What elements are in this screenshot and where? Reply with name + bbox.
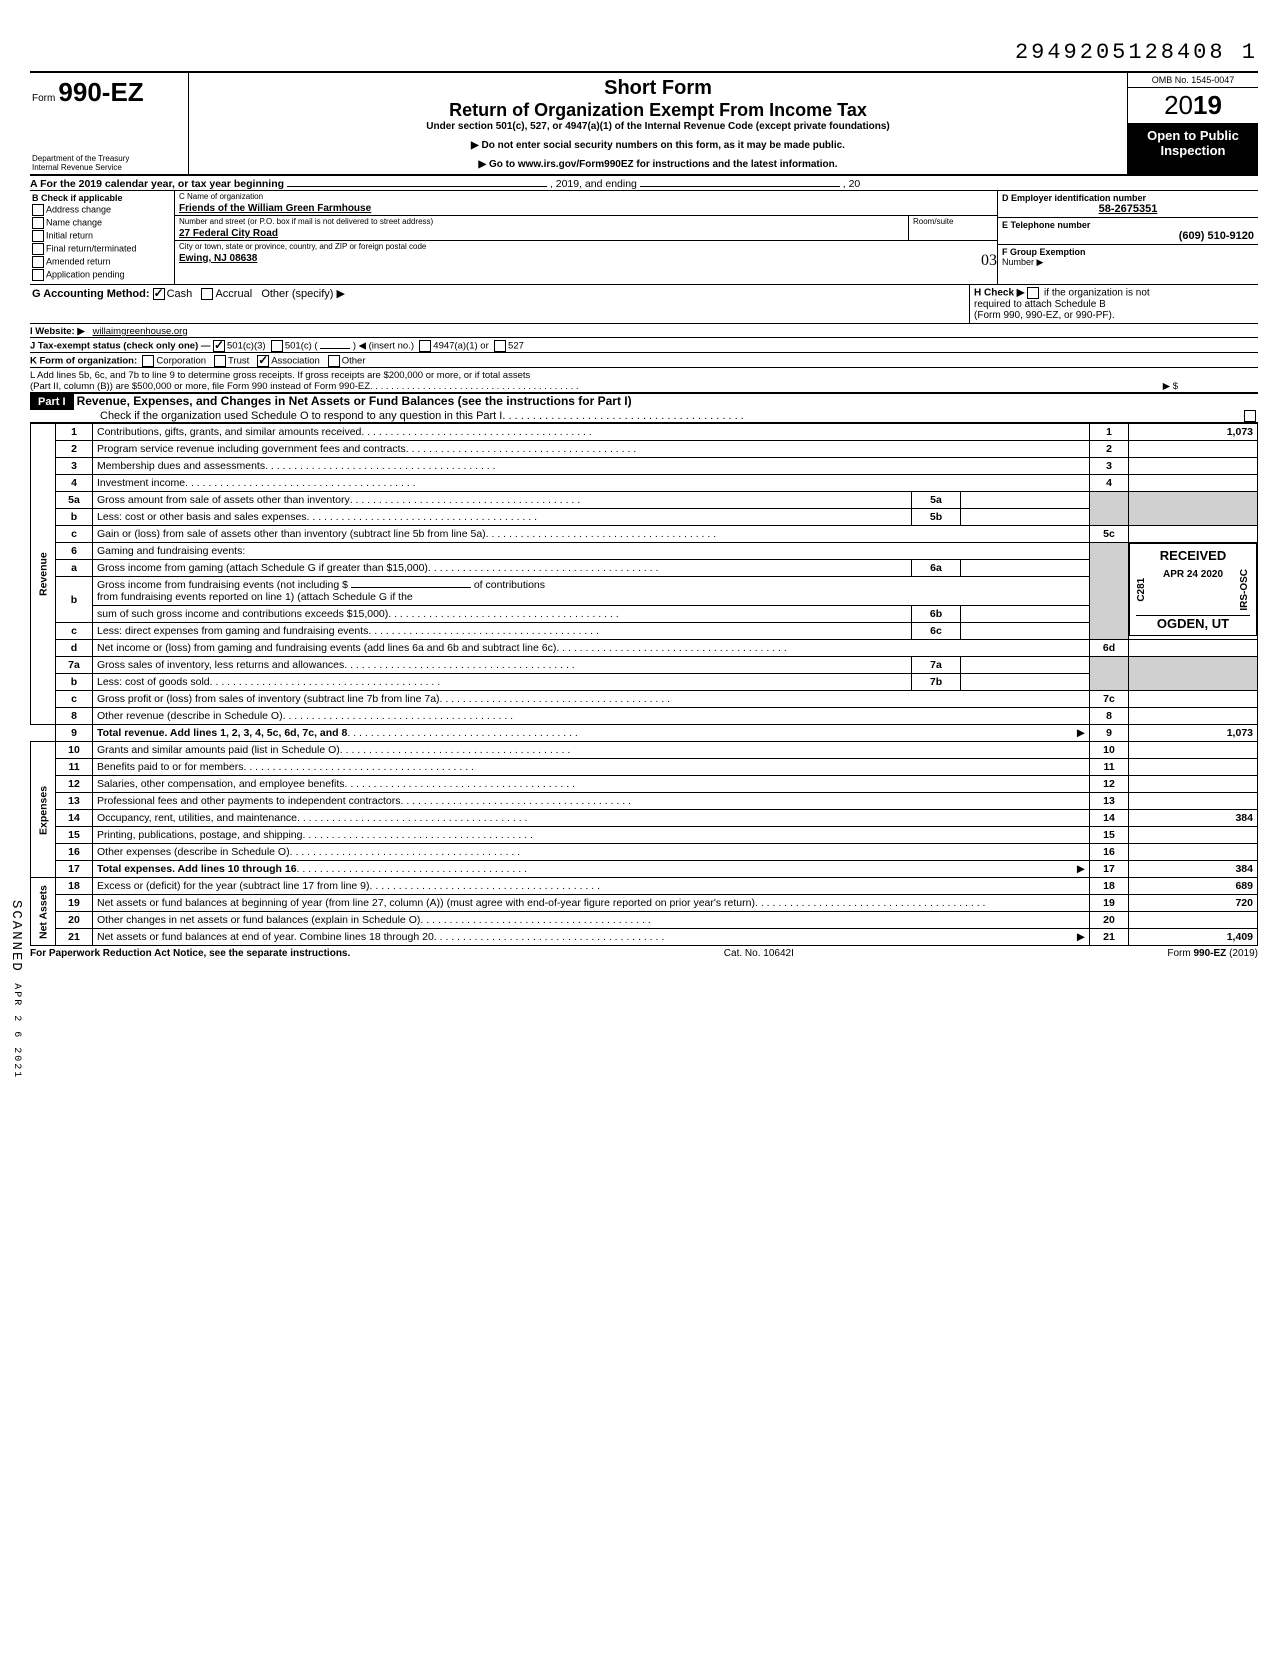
part-1-header: Part I Revenue, Expenses, and Changes in…	[30, 393, 1258, 423]
footer: For Paperwork Reduction Act Notice, see …	[30, 948, 1258, 959]
line-a: A For the 2019 calendar year, or tax yea…	[30, 176, 1258, 191]
side-netassets: Net Assets	[31, 878, 56, 946]
dept-2: Internal Revenue Service	[32, 163, 182, 172]
omb-number: OMB No. 1545-0047	[1128, 73, 1258, 88]
line-g: G Accounting Method: Cash Accrual Other …	[30, 285, 969, 323]
side-revenue: Revenue	[31, 424, 56, 725]
section-b: B Check if applicable Address change Nam…	[30, 191, 175, 284]
section-h: H Check ▶ if the organization is not req…	[969, 285, 1258, 323]
top-code: 2949205128408 1	[30, 40, 1258, 65]
received-stamp: RECEIVED C281 APR 24 2020 IRS-OSC OGDEN,…	[1129, 543, 1257, 636]
section-def: D Employer identification number 58-2675…	[997, 191, 1258, 284]
form-number: 990-EZ	[58, 77, 143, 107]
line-k: K Form of organization: Corporation Trus…	[30, 353, 1258, 368]
line-l: L Add lines 5b, 6c, and 7b to line 9 to …	[30, 368, 1258, 393]
short-form-title: Short Form	[197, 77, 1119, 100]
tax-year: 2019	[1128, 88, 1258, 124]
line-j: J Tax-exempt status (check only one) — 5…	[30, 338, 1258, 353]
main-table: Revenue 1 Contributions, gifts, grants, …	[30, 423, 1258, 946]
under-section: Under section 501(c), 527, or 4947(a)(1)…	[197, 121, 1119, 132]
scanned-stamp: SCANNED APR 2 6 2021	[8, 900, 24, 1079]
arrow-1: ▶ Do not enter social security numbers o…	[197, 140, 1119, 151]
section-c: C Name of organization Friends of the Wi…	[175, 191, 997, 284]
line-i: I Website: ▶ willaimgreenhouse.org	[30, 324, 1258, 338]
dept-1: Department of the Treasury	[32, 154, 182, 163]
side-expenses: Expenses	[31, 742, 56, 878]
open-public: Open to PublicInspection	[1128, 124, 1258, 174]
arrow-2: ▶ Go to www.irs.gov/Form990EZ for instru…	[197, 159, 1119, 170]
form-header: Form 990-EZ Department of the Treasury I…	[30, 71, 1258, 176]
form-prefix: Form	[32, 93, 55, 104]
hand-03: 03	[981, 252, 997, 270]
return-title: Return of Organization Exempt From Incom…	[197, 100, 1119, 121]
